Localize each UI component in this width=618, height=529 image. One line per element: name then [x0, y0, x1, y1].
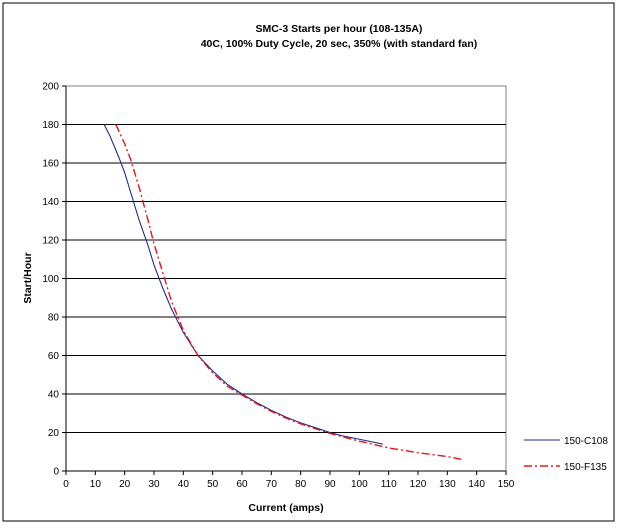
x-tick-label: 150	[498, 479, 515, 490]
series-line-150-F135	[115, 124, 463, 461]
x-tick-label: 120	[410, 479, 427, 490]
y-tick-label: 80	[48, 313, 60, 324]
x-tick-label: 80	[295, 479, 307, 490]
legend-label-1: 150-F135	[564, 462, 607, 473]
y-tick-label: 100	[42, 274, 59, 285]
chart-subtitle: 40C, 100% Duty Cycle, 20 sec, 350% (with…	[201, 38, 478, 50]
y-tick-label: 140	[42, 197, 59, 208]
x-tick-label: 0	[63, 479, 69, 490]
x-tick-label: 30	[148, 479, 160, 490]
x-axis-label: Current (amps)	[248, 502, 323, 514]
y-tick-label: 160	[42, 159, 59, 170]
axes: 0 20 40 60 80 100 120 140 160 180 200 0 10 20 30 40 50 60…	[42, 82, 514, 491]
x-tick-label: 10	[90, 479, 102, 490]
series-layer	[103, 124, 463, 461]
y-tick-label: 60	[48, 351, 60, 362]
x-tick-label: 40	[178, 479, 190, 490]
x-tick-label: 90	[324, 479, 336, 490]
y-tick-label: 0	[53, 467, 59, 478]
legend: 150-C108 150-F135	[524, 436, 608, 473]
x-tick-label: 100	[351, 479, 368, 490]
legend-label-0: 150-C108	[564, 436, 608, 447]
x-tick-label: 130	[439, 479, 456, 490]
y-tick-label: 20	[48, 428, 60, 439]
y-axis-label: Start/Hour	[22, 252, 34, 303]
y-tick-label: 40	[48, 390, 60, 401]
grid-lines	[66, 124, 506, 433]
y-tick-label: 120	[42, 236, 59, 247]
x-tick-label: 110	[381, 479, 397, 490]
x-tick-label: 60	[236, 479, 248, 490]
y-tick-label: 180	[42, 120, 59, 131]
x-tick-label: 70	[266, 479, 278, 490]
x-tick-label: 20	[119, 479, 131, 490]
x-tick-label: 50	[207, 479, 219, 490]
x-tick-label: 140	[468, 479, 485, 490]
y-tick-label: 200	[42, 82, 59, 93]
chart-title: SMC-3 Starts per hour (108-135A)	[256, 23, 423, 35]
